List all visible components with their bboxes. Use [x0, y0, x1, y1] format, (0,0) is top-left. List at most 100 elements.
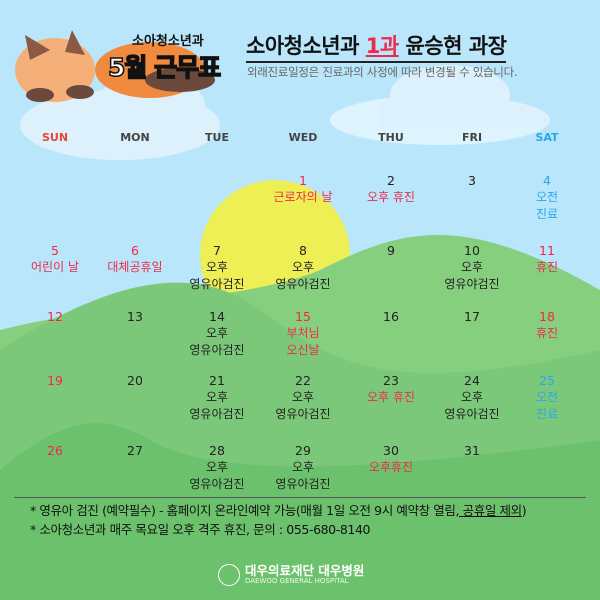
day-note: 진료: [535, 407, 559, 421]
day-cell: 12: [12, 308, 98, 325]
weekday-sat: SAT: [535, 131, 559, 144]
day-note: 오후: [205, 260, 229, 274]
day-number: 5: [51, 243, 59, 258]
day-number: 13: [127, 309, 143, 324]
day-number: 1: [299, 173, 307, 188]
hospital-seal-icon: [218, 564, 240, 586]
day-note: 영유아검진: [189, 407, 245, 421]
day-note: 영유아검진: [275, 277, 331, 291]
day-note: 오후 휴진: [367, 190, 415, 204]
day-cell: 4 오전 진료: [504, 172, 590, 223]
day-cell: 19: [12, 372, 98, 389]
department-label: 소아청소년과: [132, 34, 204, 49]
day-number: 28: [209, 443, 225, 458]
day-note: 오후: [291, 390, 315, 404]
weekday-fri: FRI: [461, 131, 483, 144]
day-cell: 15 부처님 오신날: [260, 308, 346, 359]
day-number: 25: [539, 373, 555, 388]
day-cell: 7 오후 영유아검진: [174, 242, 260, 293]
day-cell: 24 오후 영유아검진: [429, 372, 515, 423]
day-cell: 27: [92, 442, 178, 459]
day-note: 오후: [205, 460, 229, 474]
day-number: 31: [464, 443, 480, 458]
weekday-wed: WED: [288, 131, 318, 144]
day-number: 18: [539, 309, 555, 324]
schedule-title: 5월 근무표: [107, 52, 222, 83]
day-note: 오후: [460, 390, 484, 404]
day-number: 4: [543, 173, 551, 188]
day-note: 영유아검진: [275, 477, 331, 491]
day-cell: 9: [348, 242, 434, 259]
day-note: 영유아검진: [189, 343, 245, 357]
day-cell: 23 오후 휴진: [348, 372, 434, 406]
day-number: 27: [127, 443, 143, 458]
note-checkup: * 영유아 검진 (예약필수) - 홈페이지 온라인예약 가능(매월 1일 오전…: [30, 500, 527, 519]
day-cell: 16: [348, 308, 434, 325]
note-close: ): [521, 503, 527, 518]
day-number: 9: [387, 243, 395, 258]
day-cell: 17: [429, 308, 515, 325]
doctor-heading: 소아청소년과 1과 윤승현 과장: [246, 30, 507, 63]
day-note: 영유아검진: [189, 477, 245, 491]
day-note: 오후: [205, 326, 229, 340]
logo-korean: 대우의료재단 대우병원: [245, 563, 365, 578]
day-cell: 18 휴진: [504, 308, 590, 342]
day-note: 오후: [291, 460, 315, 474]
day-cell: 31: [429, 442, 515, 459]
day-note: 오후: [291, 260, 315, 274]
heading-dept: 소아청소년과: [246, 34, 366, 58]
weekday-mon: MON: [120, 131, 150, 144]
day-cell: 2 오후 휴진: [348, 172, 434, 206]
day-number: 10: [464, 243, 480, 258]
subtitle: 외래진료일정은 진료과의 사정에 따라 변경될 수 있습니다.: [247, 65, 518, 79]
day-note: 영유야검진: [444, 277, 500, 291]
hill-front: [0, 423, 600, 600]
day-cell: 20: [92, 372, 178, 389]
heading-accent: 1과: [365, 34, 399, 58]
day-note: 오후: [460, 260, 484, 274]
day-number: 19: [47, 373, 63, 388]
day-note: 영유아검진: [444, 407, 500, 421]
weekday-thu: THU: [378, 131, 404, 144]
day-note: 휴진: [535, 260, 559, 274]
day-number: 12: [47, 309, 63, 324]
day-number: 16: [383, 309, 399, 324]
note-underlined: 공휴일 제외: [459, 503, 522, 518]
day-cell: 3: [429, 172, 515, 189]
day-number: 3: [468, 173, 476, 188]
day-note: 진료: [535, 207, 559, 221]
day-number: 29: [295, 443, 311, 458]
day-number: 30: [383, 443, 399, 458]
day-number: 21: [209, 373, 225, 388]
day-note: 오후 휴진: [367, 390, 415, 404]
day-cell: 13: [92, 308, 178, 325]
day-cell: 14 오후 영유아검진: [174, 308, 260, 359]
divider: [14, 497, 586, 498]
day-note: 오후: [205, 390, 229, 404]
day-number: 23: [383, 373, 399, 388]
day-note: 오전: [535, 390, 559, 404]
day-cell: 6 대체공휴일: [92, 242, 178, 276]
day-note: 어린이 날: [31, 260, 79, 274]
day-cell: 30 오후휴진: [348, 442, 434, 476]
hospital-logo: 대우의료재단 대우병원 DAEWOO GENERAL HOSPITAL: [218, 564, 364, 586]
note-closure: * 소아청소년과 매주 목요일 오후 격주 휴진, 문의 : 055-680-8…: [30, 522, 371, 537]
day-number: 22: [295, 373, 311, 388]
weekday-tue: TUE: [205, 131, 229, 144]
day-number: 20: [127, 373, 143, 388]
day-note: 오후휴진: [368, 460, 414, 474]
day-note: 영유아검진: [189, 277, 245, 291]
heading-doctor: 윤승현 과장: [398, 34, 507, 58]
day-note: 부처님: [286, 326, 320, 340]
day-number: 17: [464, 309, 480, 324]
day-note: 영유아검진: [275, 407, 331, 421]
day-note: 근로자의 날: [273, 190, 333, 204]
day-note: 휴진: [535, 326, 559, 340]
